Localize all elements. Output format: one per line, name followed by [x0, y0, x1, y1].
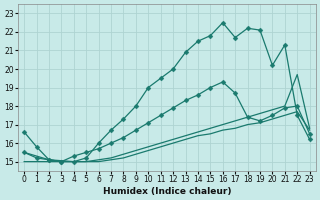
- X-axis label: Humidex (Indice chaleur): Humidex (Indice chaleur): [103, 187, 231, 196]
